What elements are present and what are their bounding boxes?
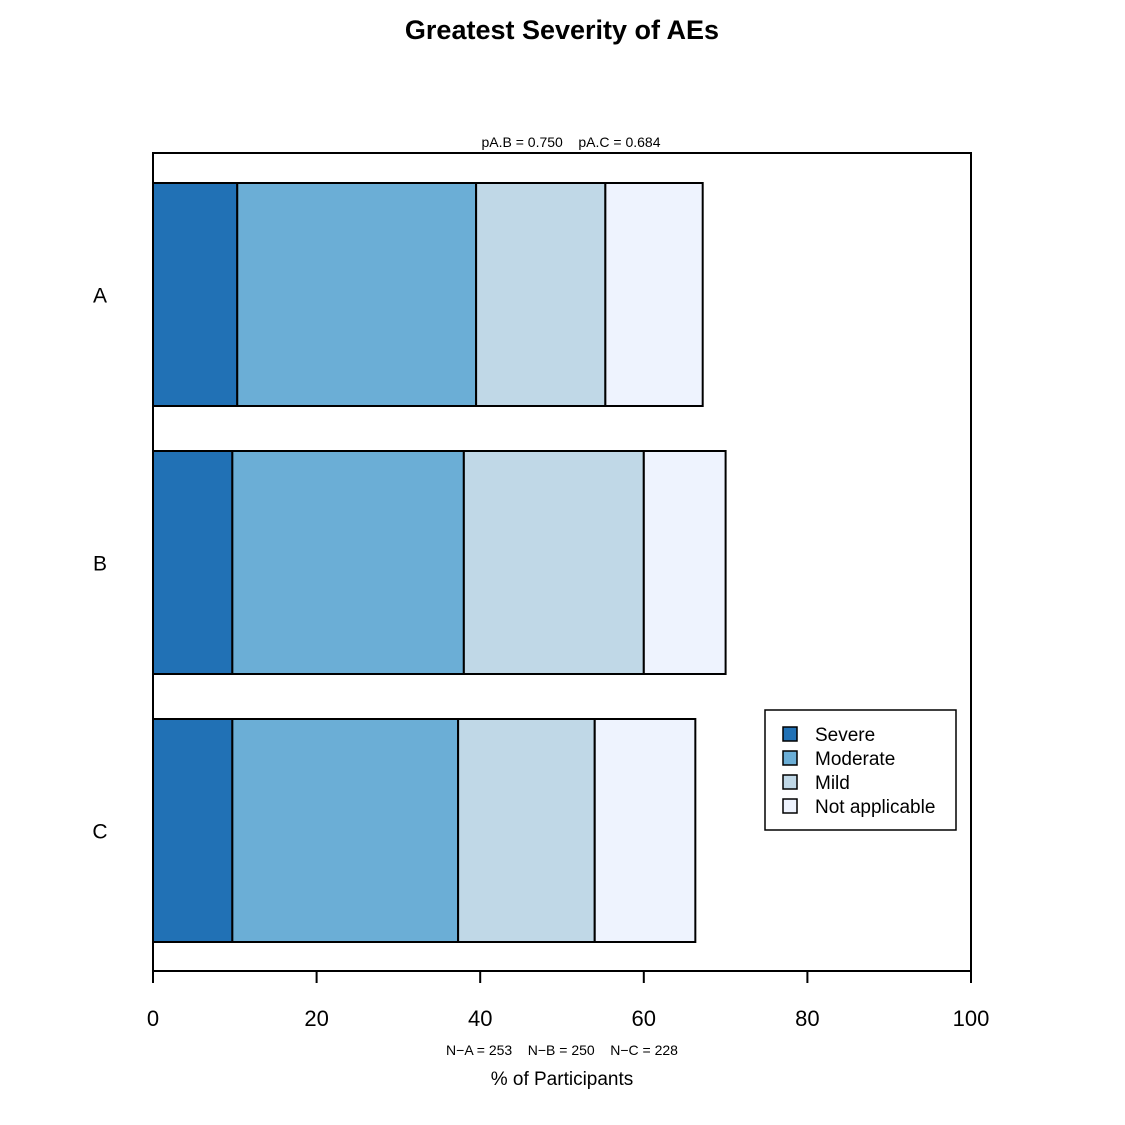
x-axis: 0 20 40 60 80 100 [147, 971, 989, 1031]
legend-swatch-severe [782, 726, 798, 742]
bar-segment-c-moderate [231, 718, 460, 943]
legend-items: Severe Moderate Mild Not applicable [782, 725, 935, 818]
bar-segment-a-moderate [236, 182, 478, 407]
legend-swatch-not-applicable [782, 798, 798, 814]
sample-size-note: N−A = 253 N−B = 250 N−C = 228 [446, 1042, 678, 1058]
bar-segment-b-severe [152, 450, 234, 675]
bar-segment-b-moderate [231, 450, 465, 675]
category-label-a: A [93, 285, 107, 308]
legend-label-not-applicable: Not applicable [815, 797, 935, 818]
x-tick-label-40: 40 [468, 1006, 492, 1031]
bar-segment-c-mild [457, 718, 596, 943]
legend-swatch-mild [782, 774, 798, 790]
category-label-b: B [93, 553, 107, 576]
chart-title: Greatest Severity of AEs [405, 15, 719, 45]
legend-label-moderate: Moderate [815, 749, 895, 770]
chart-subtitle: pA.B = 0.750 pA.C = 0.684 [481, 134, 660, 150]
legend: Severe Moderate Mild Not applicable [764, 709, 957, 831]
bar-segment-b-mild [462, 450, 645, 675]
x-axis-title: % of Participants [491, 1069, 634, 1090]
bar-segment-c-severe [152, 718, 234, 943]
bar-segment-c-not-applicable [593, 718, 697, 943]
x-tick-label-0: 0 [147, 1006, 159, 1031]
bar-segment-a-severe [152, 182, 239, 407]
category-label-c: C [92, 821, 107, 844]
x-tick-label-20: 20 [304, 1006, 328, 1031]
x-tick-label-80: 80 [795, 1006, 819, 1031]
bar-segment-a-not-applicable [604, 182, 704, 407]
legend-label-mild: Mild [815, 773, 850, 794]
legend-swatch-moderate [782, 750, 798, 766]
x-tick-label-100: 100 [953, 1006, 990, 1031]
bar-segment-a-mild [475, 182, 607, 407]
legend-label-severe: Severe [815, 725, 875, 746]
x-tick-label-60: 60 [632, 1006, 656, 1031]
bars-layer [152, 182, 727, 943]
bar-segment-b-not-applicable [642, 450, 727, 675]
category-labels: A B C [92, 285, 107, 844]
